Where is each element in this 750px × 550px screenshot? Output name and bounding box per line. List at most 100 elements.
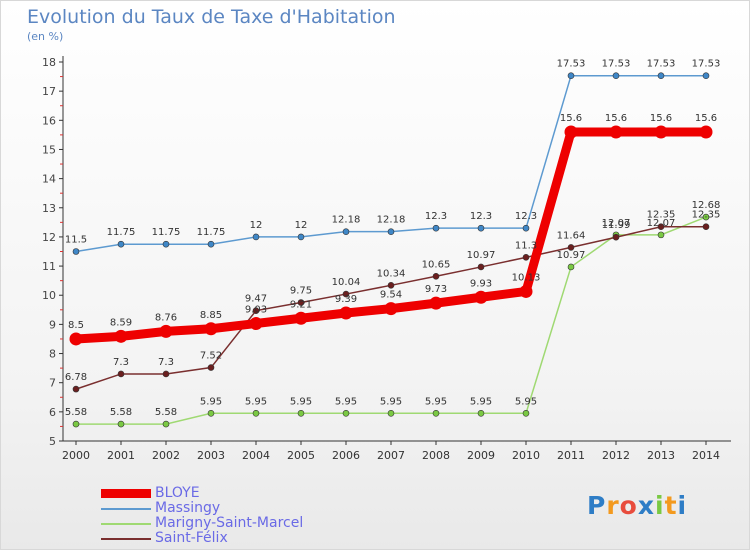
x-tick-label: 2001 (107, 449, 135, 462)
data-point-marigny-saint-marcel (657, 231, 665, 239)
data-label-massingy: 17.53 (692, 59, 721, 70)
x-tick-label: 2011 (557, 449, 585, 462)
data-point-saint-f-lix (522, 254, 530, 261)
data-label-bloye: 15.6 (695, 113, 717, 124)
data-point-massingy (162, 240, 170, 248)
data-label-marigny-saint-marcel: 5.95 (380, 396, 402, 407)
data-label-marigny-saint-marcel: 5.95 (515, 396, 537, 407)
data-label-bloye: 8.59 (110, 317, 132, 328)
y-tick-label: 10 (42, 289, 56, 302)
data-point-massingy (702, 72, 710, 80)
legend-label: Massingy (155, 500, 221, 516)
data-label-massingy: 12.18 (377, 215, 406, 226)
data-point-marigny-saint-marcel (567, 263, 575, 271)
x-tick-label: 2012 (602, 449, 630, 462)
logo-letter: x (637, 491, 655, 520)
x-tick-label: 2005 (287, 449, 315, 462)
data-point-bloye (69, 332, 83, 346)
data-label-massingy: 17.53 (602, 59, 631, 70)
data-point-marigny-saint-marcel (252, 410, 260, 417)
y-tick-label: 9 (49, 318, 56, 331)
data-label-saint-f-lix: 10.04 (332, 277, 361, 288)
y-tick-label: 8 (49, 348, 56, 361)
data-point-bloye (384, 302, 398, 316)
legend-item-marigny-saint-marcel: Marigny-Saint-Marcel (101, 515, 361, 531)
x-tick-label: 2009 (467, 449, 495, 462)
data-label-saint-f-lix: 11.99 (602, 220, 631, 231)
data-label-saint-f-lix: 9.75 (290, 286, 312, 297)
data-point-bloye (654, 125, 668, 139)
data-point-marigny-saint-marcel (72, 420, 80, 428)
data-label-marigny-saint-marcel: 5.95 (470, 396, 492, 407)
legend-swatch (101, 508, 151, 510)
data-point-bloye (159, 324, 173, 338)
logo-letter: t (664, 491, 678, 520)
data-label-marigny-saint-marcel: 12.07 (602, 218, 631, 229)
data-label-bloye: 9.21 (290, 299, 312, 310)
legend-item-bloye: BLOYE (101, 485, 361, 501)
data-point-bloye (609, 125, 623, 139)
data-point-bloye (564, 125, 578, 139)
data-point-massingy (432, 224, 440, 232)
data-label-marigny-saint-marcel: 5.95 (245, 396, 267, 407)
x-tick-label: 2006 (332, 449, 360, 462)
data-label-massingy: 12.3 (515, 211, 537, 222)
x-tick-label: 2008 (422, 449, 450, 462)
data-label-marigny-saint-marcel: 5.58 (155, 407, 177, 418)
data-label-saint-f-lix: 12.35 (692, 210, 721, 221)
x-tick-label: 2000 (62, 449, 90, 462)
y-tick-label: 11 (42, 260, 56, 273)
data-label-saint-f-lix: 10.97 (467, 250, 496, 261)
data-label-massingy: 12 (250, 220, 263, 231)
data-label-saint-f-lix: 11.3 (515, 240, 537, 251)
data-label-bloye: 15.6 (560, 113, 582, 124)
data-label-bloye: 15.6 (650, 113, 672, 124)
data-label-saint-f-lix: 7.52 (200, 351, 222, 362)
logo-letter: i (677, 491, 688, 520)
logo-letter: i (655, 491, 665, 520)
data-point-marigny-saint-marcel (522, 410, 530, 417)
data-label-marigny-saint-marcel: 5.95 (290, 396, 312, 407)
data-label-bloye: 15.6 (605, 113, 627, 124)
data-point-saint-f-lix (702, 223, 710, 231)
data-point-bloye (249, 317, 263, 331)
x-tick-label: 2014 (692, 449, 720, 462)
data-label-bloye: 9.03 (245, 305, 267, 316)
data-point-marigny-saint-marcel (207, 410, 215, 417)
data-label-saint-f-lix: 7.3 (113, 357, 129, 368)
data-label-saint-f-lix: 10.65 (422, 259, 451, 270)
data-label-massingy: 11.75 (197, 227, 226, 238)
data-label-marigny-saint-marcel: 12.07 (647, 218, 676, 229)
data-label-bloye: 8.76 (155, 312, 177, 323)
data-label-marigny-saint-marcel: 5.95 (200, 396, 222, 407)
data-label-saint-f-lix: 7.3 (158, 357, 174, 368)
legend-swatch (101, 538, 151, 540)
data-point-marigny-saint-marcel (297, 410, 305, 417)
data-label-saint-f-lix: 12.35 (647, 210, 676, 221)
data-point-saint-f-lix (657, 223, 665, 231)
data-label-marigny-saint-marcel: 5.95 (335, 396, 357, 407)
y-tick-label: 18 (42, 56, 56, 69)
data-point-saint-f-lix (387, 282, 395, 289)
data-point-massingy (657, 72, 665, 80)
data-point-massingy (522, 224, 530, 232)
data-label-massingy: 12.3 (425, 211, 447, 222)
data-point-massingy (297, 233, 305, 241)
data-point-bloye (339, 306, 353, 320)
data-point-massingy (252, 233, 260, 241)
x-tick-label: 2003 (197, 449, 225, 462)
y-tick-label: 13 (42, 202, 56, 215)
y-tick-label: 17 (42, 85, 56, 98)
proxiti-logo: Proxiti (587, 491, 687, 520)
chart-unit-label: (en %) (27, 30, 64, 43)
x-tick-label: 2002 (152, 449, 180, 462)
data-point-massingy (567, 72, 575, 80)
data-point-bloye (699, 125, 713, 139)
data-point-bloye (519, 284, 533, 298)
data-point-saint-f-lix (567, 244, 575, 251)
data-label-bloye: 9.54 (380, 290, 402, 301)
x-tick-label: 2013 (647, 449, 675, 462)
data-label-marigny-saint-marcel: 12.68 (692, 200, 721, 211)
